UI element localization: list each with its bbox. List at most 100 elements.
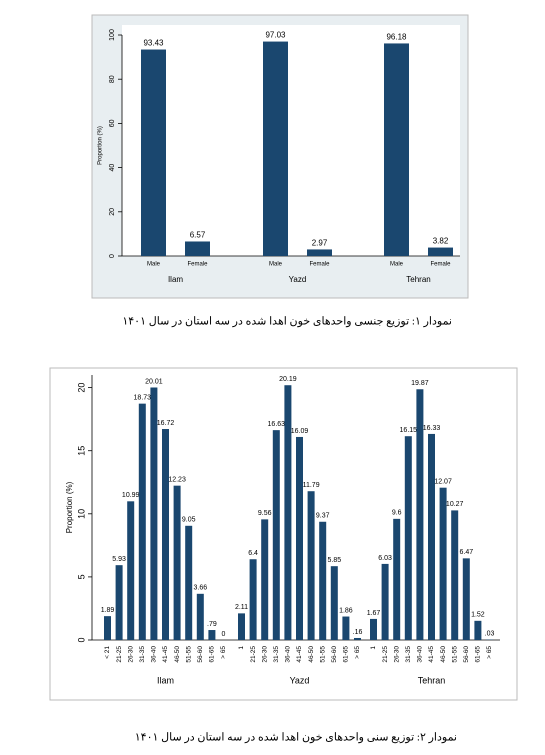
bar (416, 389, 424, 640)
value-label: 9.37 (316, 513, 330, 520)
value-label: 2.11 (235, 604, 248, 611)
x-tick-label: 26-30 (127, 646, 134, 663)
value-label: 6.47 (459, 549, 473, 556)
x-tick-label: Female (309, 262, 330, 268)
value-label: 1.67 (367, 610, 381, 617)
value-label: 3.82 (433, 237, 449, 246)
y-tick-label: 40 (109, 164, 116, 172)
y-tick-label: 0 (76, 637, 86, 642)
value-label: 97.03 (265, 31, 286, 40)
bar (330, 566, 338, 640)
value-label: 9.6 (392, 510, 402, 517)
group-label: Ilam (157, 675, 174, 685)
value-label: .03 (485, 630, 495, 637)
value-label: 6.4 (248, 550, 258, 557)
x-tick-label: 21-25 (382, 646, 389, 663)
x-tick-label: 26-30 (393, 646, 400, 663)
value-label: 16.72 (157, 420, 175, 427)
x-tick-label: 36-40 (285, 646, 292, 663)
bar (370, 618, 377, 640)
caption: نمودار ۲: توزیع سنی واحدهای خون اهدا شده… (135, 732, 457, 744)
x-tick-label: 31-35 (273, 646, 280, 663)
x-tick-label: 36-40 (417, 646, 424, 663)
x-tick-label: 56-60 (197, 646, 204, 663)
x-tick-label: < 21 (104, 646, 111, 659)
x-tick-label: 26-30 (261, 646, 268, 663)
x-tick-label: 41-45 (162, 646, 169, 663)
value-label: 9.05 (182, 517, 196, 524)
bar (238, 613, 245, 640)
value-label: 9.56 (258, 510, 272, 517)
bar (404, 436, 412, 640)
x-tick-label: Female (187, 262, 208, 268)
value-label: 93.43 (143, 39, 164, 48)
bar (342, 616, 350, 640)
x-tick-label: 1 (370, 646, 377, 650)
bar (439, 487, 447, 640)
y-tick-label: 0 (109, 254, 116, 258)
value-label: 96.18 (386, 33, 407, 42)
x-tick-label: 51-55 (451, 646, 458, 663)
value-label: 16.33 (423, 425, 441, 432)
bar (462, 558, 470, 640)
bar (115, 565, 123, 640)
bar (381, 563, 389, 640)
value-label: 16.15 (400, 427, 418, 434)
bar (272, 430, 280, 640)
x-tick-label: 46-50 (174, 646, 181, 663)
x-tick-label: 41-45 (428, 646, 435, 663)
bar (162, 429, 169, 640)
x-tick-label: 61-65 (475, 646, 482, 663)
x-tick-label: > 65 (486, 646, 493, 659)
group-label: Tehran (418, 675, 446, 685)
group-label: Yazd (290, 675, 310, 685)
value-label: 10.27 (446, 501, 464, 508)
value-label: 16.63 (268, 421, 286, 428)
group-label: Ilam (168, 275, 183, 284)
value-label: 18.73 (134, 394, 152, 401)
value-label: 12.23 (168, 477, 186, 484)
bar (428, 433, 435, 640)
bar (296, 436, 303, 640)
bar (307, 491, 315, 640)
x-tick-label: 56-60 (331, 646, 338, 663)
x-tick-label: 36-40 (151, 646, 158, 663)
value-label: 12.07 (434, 479, 452, 486)
bar (173, 485, 181, 640)
x-tick-label: Female (430, 262, 451, 268)
x-tick-label: 21-25 (116, 646, 123, 663)
x-tick-label: Male (269, 262, 283, 268)
plot-area (122, 25, 460, 256)
x-tick-label: 31-35 (139, 646, 146, 663)
x-tick-label: 51-55 (185, 646, 192, 663)
x-tick-label: 46-50 (440, 646, 447, 663)
x-tick-label: 46-50 (308, 646, 315, 663)
bar (354, 637, 361, 640)
bar (474, 620, 482, 640)
x-tick-label: 51-55 (319, 646, 326, 663)
bar (150, 387, 158, 640)
x-tick-label: 61-65 (209, 646, 216, 663)
value-label: 1.89 (101, 607, 115, 614)
bar (307, 249, 332, 256)
bar (263, 41, 288, 256)
bar (104, 616, 111, 640)
y-tick-label: 20 (76, 383, 86, 393)
bar (319, 521, 327, 640)
bar (393, 518, 401, 640)
y-tick-label: 100 (109, 29, 116, 41)
value-label: .16 (353, 629, 363, 636)
x-tick-label: 56-60 (463, 646, 470, 663)
value-label: 0 (222, 631, 226, 638)
x-tick-label: 31-35 (405, 646, 412, 663)
value-label: 1.86 (339, 607, 353, 614)
y-tick-label: 20 (109, 208, 116, 216)
x-tick-label: Male (390, 262, 404, 268)
x-tick-label: > 65 (354, 646, 361, 659)
x-tick-label: Male (147, 262, 161, 268)
x-tick-label: 21-25 (250, 646, 257, 663)
bar (127, 501, 135, 640)
bar (185, 241, 210, 256)
value-label: 10.99 (122, 492, 140, 499)
